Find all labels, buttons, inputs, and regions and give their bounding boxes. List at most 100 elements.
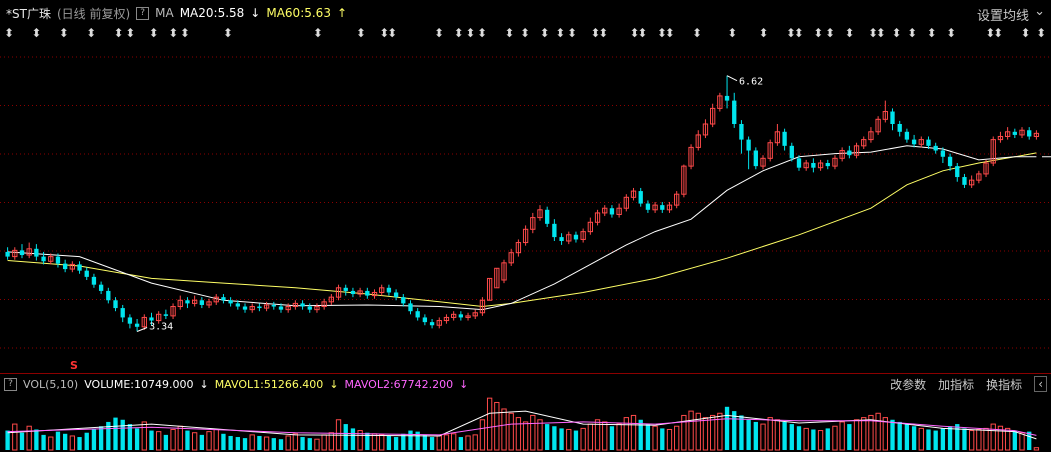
event-flag-icon[interactable]: ⬍ bbox=[387, 26, 398, 40]
stock-name[interactable]: *ST广珠 bbox=[6, 6, 51, 21]
candle-body-up bbox=[472, 312, 478, 317]
event-flag-icon[interactable]: ⬍ bbox=[355, 26, 366, 40]
event-flag-icon[interactable]: ⬍ bbox=[113, 26, 124, 40]
candle-body-down bbox=[933, 145, 938, 151]
event-flag-icon[interactable]: ⬍ bbox=[566, 26, 578, 40]
low-price-label: 3.34 bbox=[149, 321, 173, 332]
volume-bar-up bbox=[314, 438, 320, 451]
candle-body-down bbox=[904, 131, 910, 140]
volume-bar-down bbox=[307, 438, 312, 450]
candle-body-down bbox=[782, 131, 787, 146]
volume-bar-down bbox=[221, 433, 226, 450]
event-flag-icon[interactable]: ⬍ bbox=[875, 26, 886, 40]
volume-bar-up bbox=[191, 432, 198, 451]
volume-bar-up bbox=[522, 421, 529, 451]
event-flag-icon[interactable]: ⬍ bbox=[985, 26, 996, 40]
volume-bar-down bbox=[782, 421, 787, 450]
event-flag-icon[interactable]: ⬍ bbox=[656, 26, 667, 40]
vol-indicator-name[interactable]: VOL(5,10) bbox=[23, 377, 79, 391]
volume-bar-down bbox=[947, 426, 953, 450]
volume-bar-up bbox=[1019, 432, 1025, 451]
volume-bar-up bbox=[472, 434, 478, 451]
event-flag-icon[interactable]: ⬍ bbox=[58, 26, 69, 40]
volume-bar-up bbox=[170, 428, 176, 451]
volume-bar-down bbox=[235, 437, 240, 450]
event-flag-icon[interactable]: ⬍ bbox=[477, 26, 488, 40]
event-flag-icon[interactable]: ⬍ bbox=[637, 26, 648, 40]
switch-indicator-button[interactable]: 换指标 bbox=[986, 377, 1023, 392]
event-flag-icon[interactable]: ⬍ bbox=[629, 26, 640, 40]
candle-body-down bbox=[393, 292, 399, 298]
event-flag-icon[interactable]: ⬍ bbox=[504, 26, 515, 40]
candle-body-down bbox=[127, 317, 133, 324]
event-flag-icon[interactable]: ⬍ bbox=[86, 26, 97, 40]
event-flag-icon[interactable]: ⬍ bbox=[590, 26, 601, 40]
candle-body-down bbox=[62, 263, 68, 270]
candle-body-up bbox=[141, 316, 147, 328]
event-flag-icon[interactable]: ⬍ bbox=[946, 26, 957, 40]
event-flag-icon[interactable]: ⬍ bbox=[555, 26, 566, 40]
event-flag-icon[interactable]: ⬍ bbox=[867, 26, 879, 40]
event-flag-icon[interactable]: ⬍ bbox=[692, 26, 703, 40]
candle-body-up bbox=[688, 146, 694, 167]
candle-body-down bbox=[422, 317, 428, 323]
chart-header: *ST广珠 (日线 前复权) ? MA MA20:5.58 ↓ MA60:5.6… bbox=[0, 0, 1051, 26]
event-flag-icon[interactable]: ⬍ bbox=[434, 26, 445, 40]
ma60-value: MA60:5.63 bbox=[266, 6, 331, 20]
event-flag-icon[interactable]: ⬍ bbox=[844, 26, 855, 40]
candle-body-up bbox=[774, 131, 781, 144]
event-flag-icon[interactable]: ⬍ bbox=[168, 26, 179, 40]
candle-body-up bbox=[861, 139, 867, 147]
candle-body-up bbox=[616, 207, 622, 215]
volume-help-icon[interactable]: ? bbox=[4, 377, 17, 391]
volume-bar-down bbox=[19, 432, 25, 450]
event-flag-icon[interactable]: ⬍ bbox=[793, 26, 804, 40]
event-flag-icon[interactable]: ⬍ bbox=[539, 26, 550, 40]
volume-bars bbox=[5, 397, 1040, 451]
event-flag-icon[interactable]: ⬍ bbox=[727, 26, 738, 40]
period-label[interactable]: (日线 前复权) bbox=[56, 6, 131, 21]
event-flag-icon[interactable]: ⬍ bbox=[4, 26, 15, 40]
event-flag-icon[interactable]: ⬍ bbox=[813, 26, 824, 40]
set-ma-button[interactable]: 设置均线 bbox=[976, 9, 1029, 24]
event-flag-icon[interactable]: ⬍ bbox=[125, 26, 136, 40]
event-flag-icon[interactable]: ⬍ bbox=[148, 26, 159, 40]
chevron-down-icon[interactable]: ⌄ bbox=[1034, 4, 1045, 19]
event-flag-icon[interactable]: ⬍ bbox=[520, 26, 531, 40]
event-flag-icon[interactable]: ⬍ bbox=[926, 26, 937, 40]
event-flag-icon[interactable]: ⬍ bbox=[785, 26, 796, 40]
event-flag-icon[interactable]: ⬍ bbox=[312, 26, 323, 40]
candle-body-up bbox=[666, 204, 673, 211]
volume-bar-up bbox=[486, 397, 493, 451]
volume-bar-up bbox=[983, 427, 989, 451]
collapse-arrow-icon[interactable]: ‹ bbox=[1034, 376, 1047, 392]
event-flag-icon[interactable]: ⬍ bbox=[891, 26, 902, 40]
event-flag-icon[interactable]: ⬍ bbox=[453, 26, 464, 40]
candle-body-down bbox=[415, 311, 420, 318]
volume-bar-down bbox=[242, 438, 248, 450]
event-flag-icon[interactable]: ⬍ bbox=[758, 26, 769, 40]
help-icon[interactable]: ? bbox=[136, 6, 150, 20]
event-flag-icon[interactable]: ⬍ bbox=[1036, 26, 1047, 40]
event-flag-icon[interactable]: ⬍ bbox=[824, 26, 836, 40]
event-flag-icon[interactable]: ⬍ bbox=[31, 26, 42, 40]
candle-body-up bbox=[314, 306, 320, 311]
event-flag-icon[interactable]: ⬍ bbox=[907, 26, 918, 40]
event-flag-icon[interactable]: ⬍ bbox=[993, 26, 1004, 40]
add-indicator-button[interactable]: 加指标 bbox=[938, 377, 975, 392]
event-flag-icon[interactable]: ⬍ bbox=[379, 26, 390, 40]
change-params-button[interactable]: 改参数 bbox=[890, 377, 927, 392]
volume-bar-up bbox=[501, 408, 507, 451]
event-flag-icon[interactable]: ⬍ bbox=[664, 26, 675, 40]
event-flag-icon[interactable]: ⬍ bbox=[1020, 26, 1031, 40]
event-flag-icon[interactable]: ⬍ bbox=[179, 26, 190, 40]
volume-bar-up bbox=[882, 417, 888, 451]
event-flag-icon[interactable]: ⬍ bbox=[598, 26, 609, 40]
volume-value: VOLUME:10749.000 bbox=[84, 377, 194, 391]
candle-body-up bbox=[494, 267, 500, 289]
event-flag-icon[interactable]: ⬍ bbox=[465, 26, 476, 40]
event-flag-icon[interactable]: ⬍ bbox=[222, 26, 233, 40]
candle-body-up bbox=[530, 217, 536, 230]
candle-body-up bbox=[213, 296, 219, 303]
